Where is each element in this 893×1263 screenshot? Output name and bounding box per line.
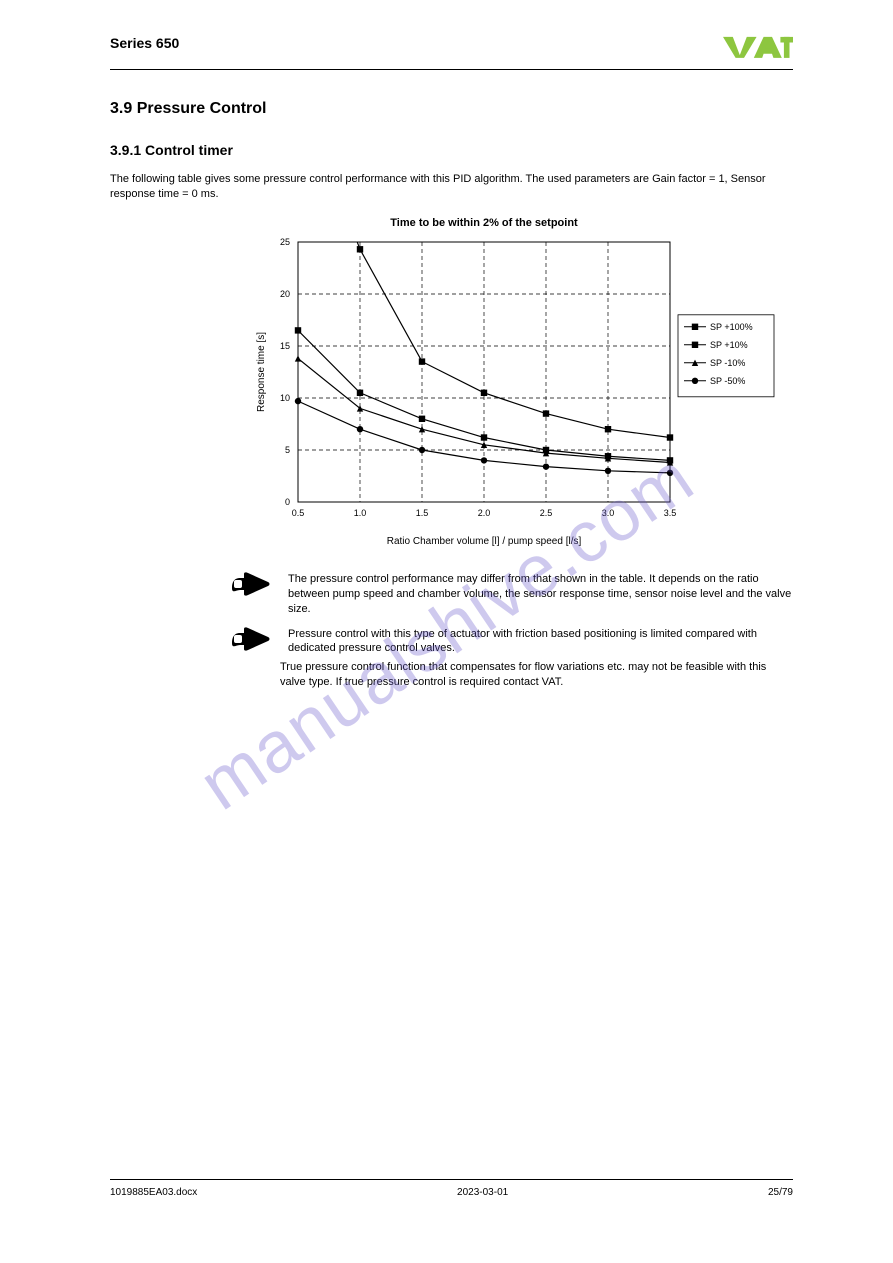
note-1: The pressure control performance may dif…: [230, 572, 793, 617]
footer-filename: 1019885EA03.docx: [110, 1186, 197, 1200]
svg-text:1.5: 1.5: [416, 508, 429, 518]
svg-text:Response time [s]: Response time [s]: [256, 332, 267, 412]
series-label: Series 650: [110, 34, 179, 53]
section-heading: 3.9 Pressure Control: [110, 98, 793, 120]
chart-svg: Time to be within 2% of the setpoint 0.5 1…: [250, 212, 780, 552]
svg-text:1.0: 1.0: [354, 508, 367, 518]
svg-text:Ratio Chamber volume [l] / pum: Ratio Chamber volume [l] / pump speed [l…: [387, 536, 582, 547]
svg-text:SP -50%: SP -50%: [710, 376, 745, 386]
note-2a-text: Pressure control with this type of actua…: [288, 628, 757, 655]
footer-date: 2023-03-01: [457, 1186, 508, 1200]
svg-text:SP +100%: SP +100%: [710, 322, 753, 332]
control-timer-chart: Time to be within 2% of the setpoint 0.5 1…: [250, 212, 793, 552]
svg-text:0: 0: [285, 497, 290, 507]
svg-text:2.0: 2.0: [478, 508, 491, 518]
svg-text:0.5: 0.5: [292, 508, 305, 518]
header: Series 650: [110, 34, 793, 63]
svg-text:10: 10: [280, 393, 290, 403]
svg-text:2.5: 2.5: [540, 508, 553, 518]
footer: 1019885EA03.docx 2023-03-01 25/79: [110, 1179, 793, 1200]
note-1-text: The pressure control performance may dif…: [288, 572, 793, 617]
pointing-hand-icon: [230, 570, 272, 598]
intro-paragraph: The following table gives some pressure …: [110, 172, 793, 202]
svg-text:SP -10%: SP -10%: [710, 358, 745, 368]
content: 3.9 Pressure Control 3.9.1 Control timer…: [110, 98, 793, 690]
svg-text:3.0: 3.0: [602, 508, 615, 518]
svg-text:20: 20: [280, 289, 290, 299]
vat-logo: [723, 34, 793, 63]
svg-text:5: 5: [285, 445, 290, 455]
svg-text:25: 25: [280, 237, 290, 247]
footer-divider: [110, 1179, 793, 1180]
svg-text:SP +10%: SP +10%: [710, 340, 748, 350]
pointing-hand-icon: [230, 625, 272, 653]
svg-text:3.5: 3.5: [664, 508, 677, 518]
subsection-heading: 3.9.1 Control timer: [110, 141, 793, 160]
footer-page: 25/79: [768, 1186, 793, 1200]
note-2b-text: True pressure control function that comp…: [280, 660, 793, 690]
svg-text:15: 15: [280, 341, 290, 351]
header-divider: [110, 69, 793, 70]
svg-text:Time to be within 2% of the se: Time to be within 2% of the setpoint: [390, 217, 578, 229]
note-2: Pressure control with this type of actua…: [230, 627, 793, 657]
